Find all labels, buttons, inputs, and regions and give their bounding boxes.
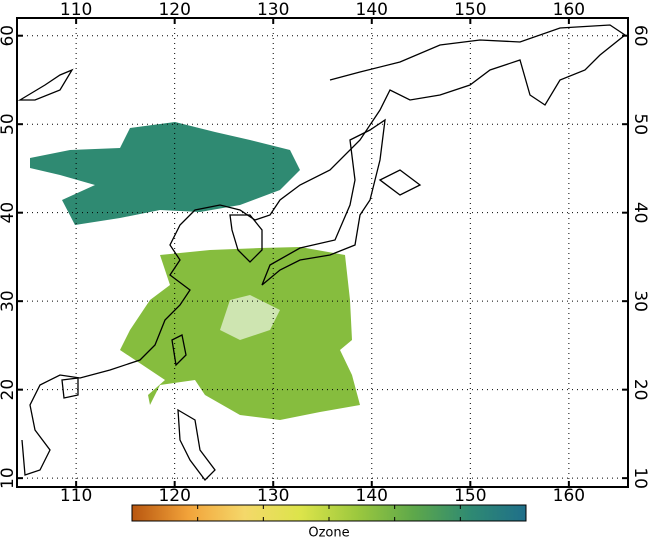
coastline-philippines (177, 408, 216, 481)
y-tick-label: 30 (630, 290, 650, 312)
x-tick-label: 160 (553, 486, 585, 506)
x-tick-label: 110 (60, 0, 92, 20)
y-tick-label: 10 (0, 467, 18, 489)
x-tick-label: 130 (257, 0, 289, 20)
ozone-north (30, 122, 300, 225)
y-tick-label: 60 (630, 25, 650, 47)
x-tick-label: 110 (60, 486, 92, 506)
x-tick-label: 130 (257, 486, 289, 506)
map-frame (16, 17, 629, 488)
ozone-swath (30, 122, 360, 420)
y-tick-label: 50 (630, 113, 650, 135)
x-tick-label: 150 (454, 486, 486, 506)
y-tick-label: 50 (0, 113, 18, 135)
y-tick-label: 60 (0, 25, 18, 47)
x-tick-label: 120 (158, 0, 190, 20)
coastline-sakhalin (17, 68, 74, 101)
x-tick-label: 160 (553, 0, 585, 20)
coastline-korea (229, 214, 263, 263)
y-tick-label: 10 (630, 467, 650, 489)
y-tick-label: 30 (0, 290, 18, 312)
y-tick-label: 40 (0, 202, 18, 224)
axis-labels: 110 110 120 120 130 130 140 140 150 150 160 160 10 10… (0, 0, 650, 506)
x-tick-label: 120 (158, 486, 190, 506)
x-tick-label: 140 (356, 0, 388, 20)
coastline-hainan (61, 377, 79, 399)
coastline-hokkaido (378, 169, 422, 196)
coastline-japan (261, 118, 386, 286)
ozone-gap (220, 295, 280, 340)
y-tick-label: 20 (0, 379, 18, 401)
x-tick-label: 150 (454, 0, 486, 20)
coastline-taiwan (171, 334, 187, 367)
y-tick-label: 20 (630, 379, 650, 401)
colorbar-label: Ozone (308, 526, 349, 541)
x-tick-label: 140 (356, 486, 388, 506)
y-tick-label: 40 (630, 202, 650, 224)
